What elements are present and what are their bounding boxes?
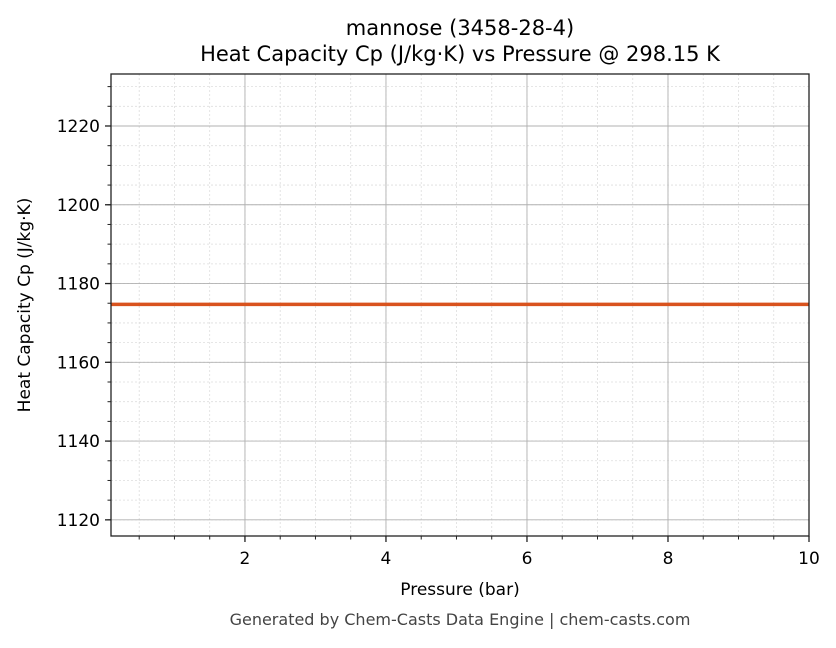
x-tick-label: 10 [798, 549, 820, 569]
chart-title-line1: mannose (3458-28-4) [346, 16, 574, 40]
x-tick-label: 4 [381, 549, 392, 569]
x-tick-label: 2 [240, 549, 251, 569]
x-tick-label: 6 [522, 549, 533, 569]
x-axis-label: Pressure (bar) [400, 580, 519, 600]
y-axis-label: Heat Capacity Cp (J/kg·K) [15, 198, 35, 413]
y-tick-label: 1180 [57, 275, 100, 295]
y-tick-label: 1160 [57, 353, 100, 373]
y-tick-label: 1120 [57, 511, 100, 531]
footer-text: Generated by Chem-Casts Data Engine | ch… [230, 610, 691, 629]
y-tick-label: 1200 [57, 196, 100, 216]
plot-frame [110, 73, 810, 537]
ticks: 2 4 6 8 10 1120 1140 1160 1180 1200 1220 [57, 86, 820, 569]
x-tick-label: 8 [663, 549, 674, 569]
y-tick-label: 1140 [57, 432, 100, 452]
chart-title-line2: Heat Capacity Cp (J/kg·K) vs Pressure @ … [200, 42, 721, 66]
y-tick-label: 1220 [57, 117, 100, 137]
